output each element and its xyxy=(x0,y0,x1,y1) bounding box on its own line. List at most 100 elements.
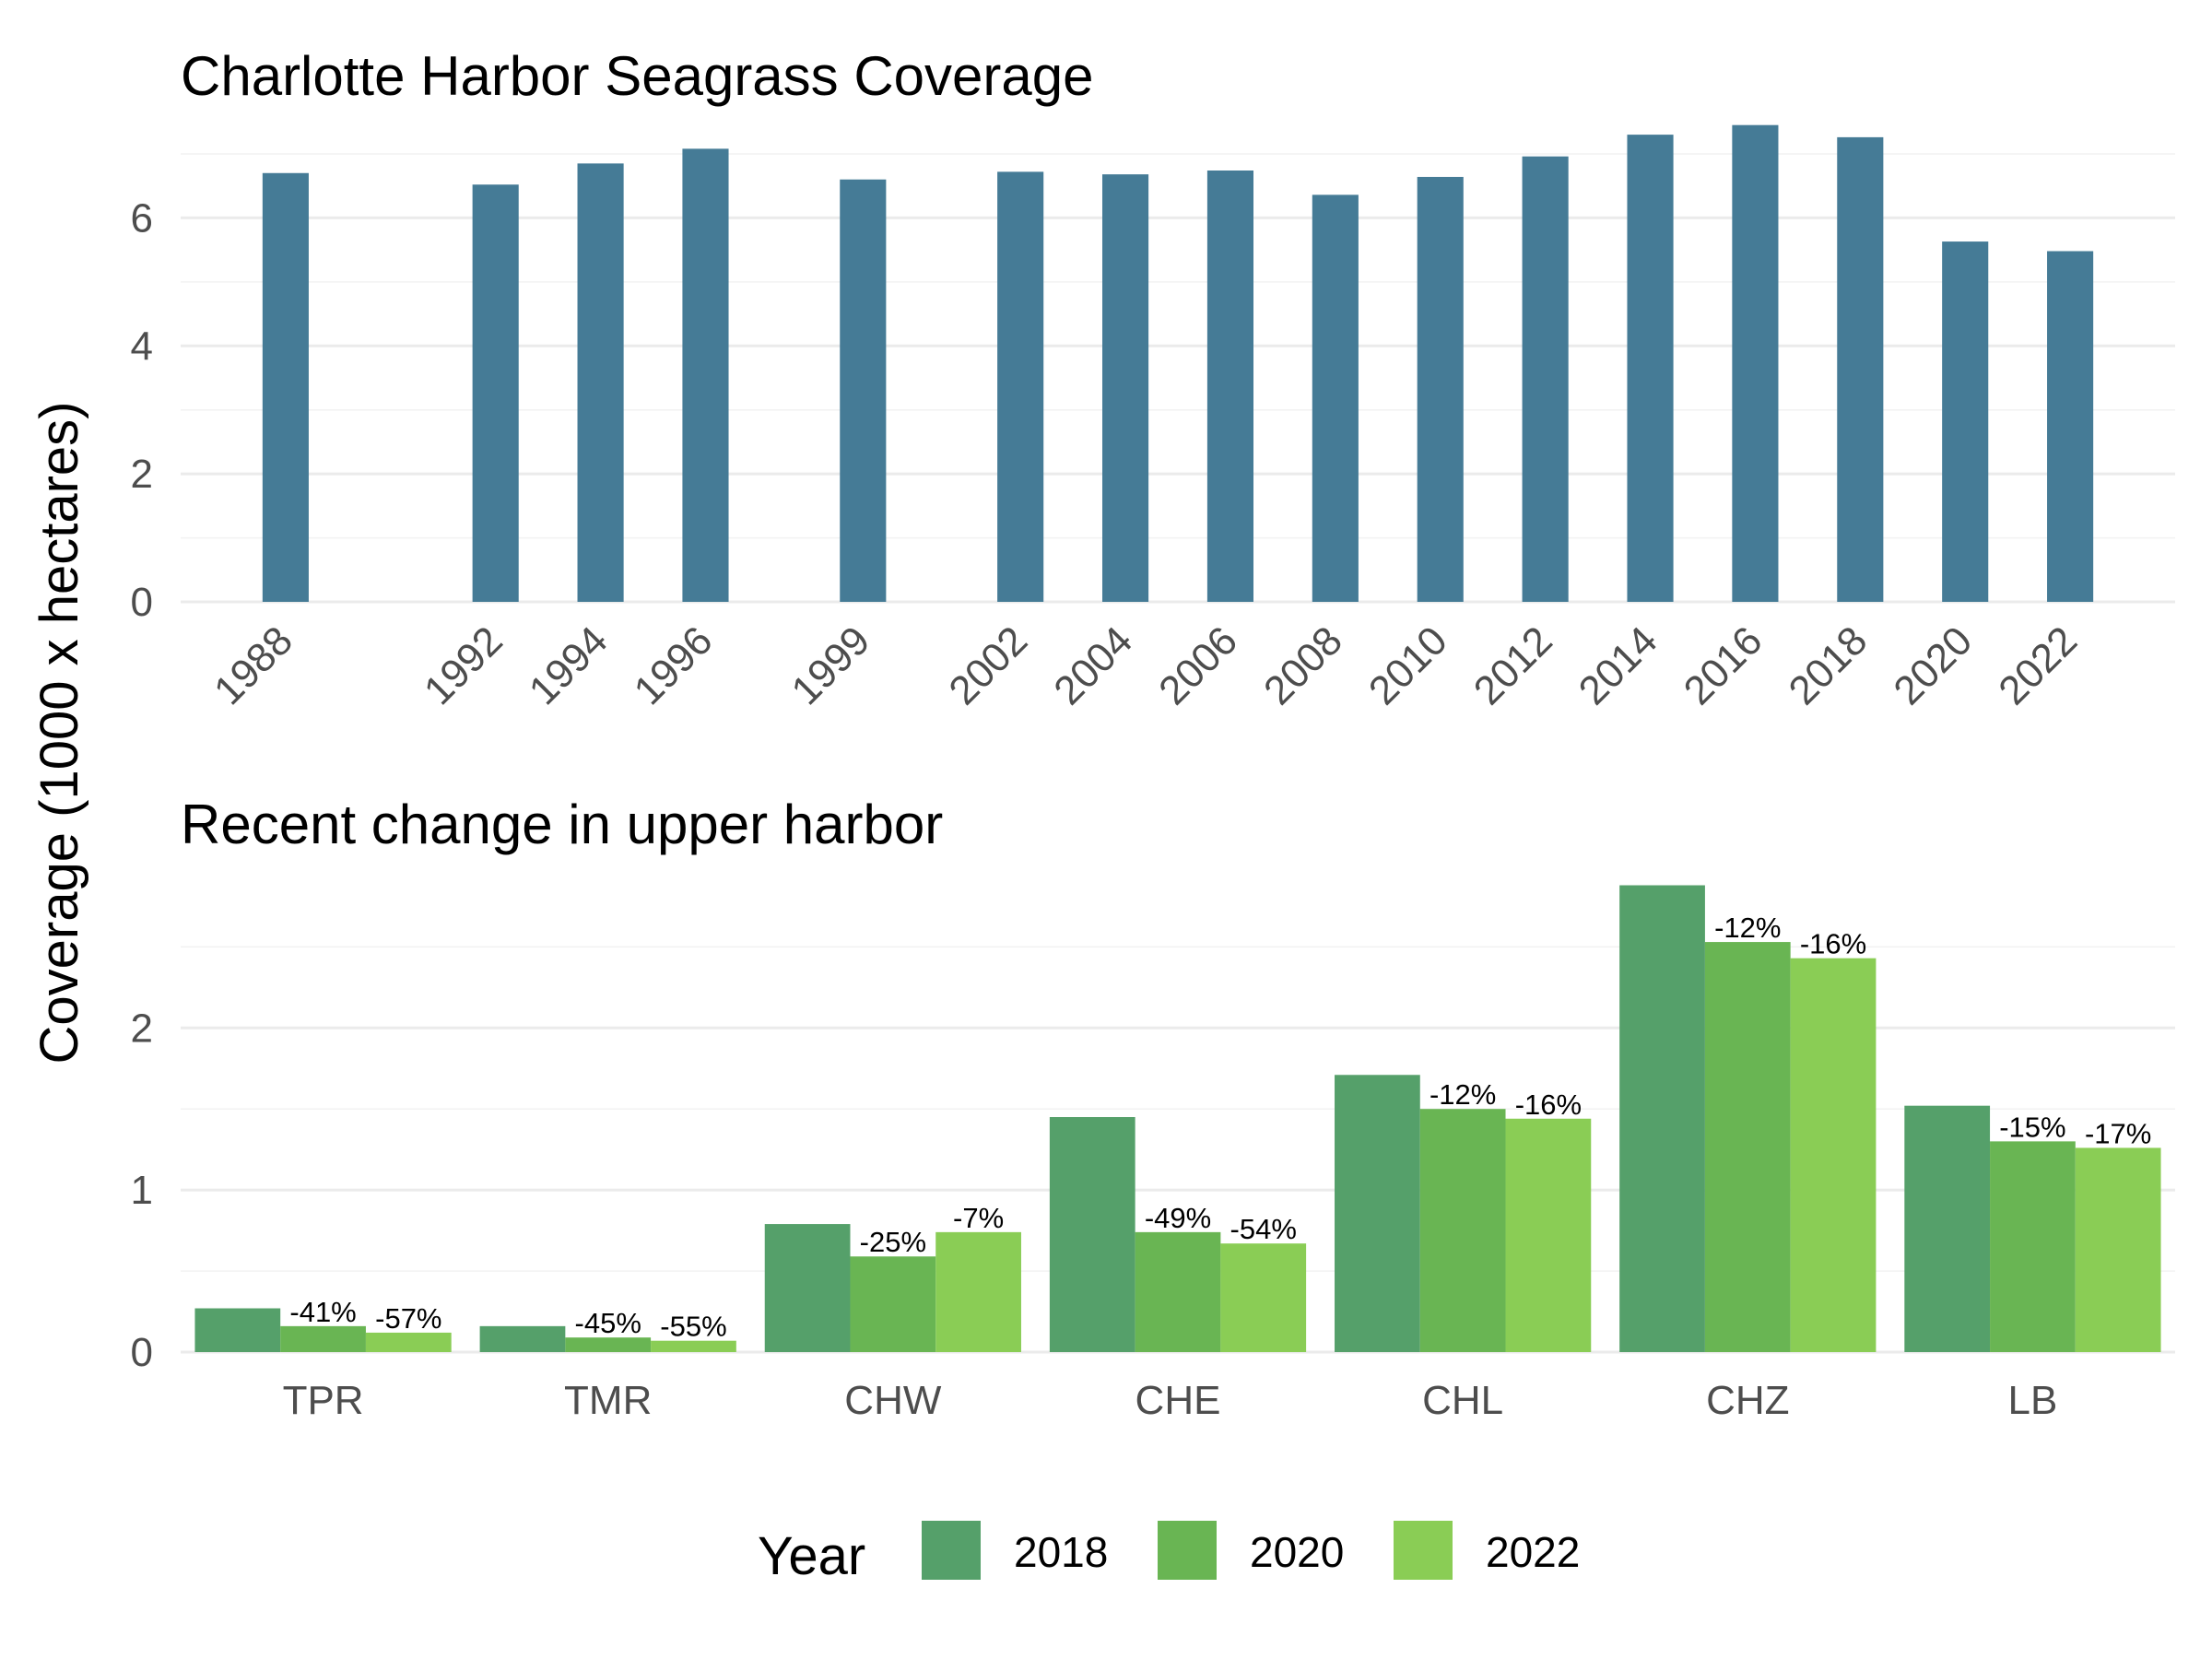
bottom-bar-TMR-2020 xyxy=(565,1337,652,1352)
bottom-bar-CHL-2022 xyxy=(1505,1118,1592,1352)
bottom-label-LB-2022: -17% xyxy=(2085,1117,2151,1149)
top-x-tick-2004: 2004 xyxy=(1045,618,1141,713)
top-x-tick-1999: 1999 xyxy=(783,618,879,713)
bottom-chart-x-ticks: TPR TMR CHW CHE CHL CHZ LB xyxy=(283,1378,2058,1423)
bottom-bar-CHW-2022 xyxy=(935,1231,1021,1352)
legend-label-2022: 2022 xyxy=(1486,1528,1580,1576)
bottom-bar-CHE-2022 xyxy=(1220,1243,1307,1352)
legend-items: 2018 2020 2022 xyxy=(922,1521,1580,1580)
bottom-label-LB-2020: -15% xyxy=(1999,1111,2065,1143)
legend-label-2020: 2020 xyxy=(1250,1528,1344,1576)
top-bar-2012 xyxy=(1522,156,1569,602)
top-x-tick-2016: 2016 xyxy=(1676,618,1771,713)
legend: Year 2018 2020 2022 xyxy=(758,1521,1580,1586)
bottom-bar-LB-2020 xyxy=(1990,1141,2076,1352)
top-bar-2020 xyxy=(1942,241,1989,602)
bottom-chart-y-ticks: 0 1 2 xyxy=(131,1006,153,1375)
bottom-x-tick-TPR: TPR xyxy=(283,1378,364,1423)
bottom-x-tick-LB: LB xyxy=(2008,1378,2058,1423)
top-y-tick-1: 2 xyxy=(131,452,153,497)
bottom-bar-CHW-2020 xyxy=(850,1256,936,1352)
bottom-label-CHL-2022: -16% xyxy=(1515,1088,1582,1121)
bottom-label-TMR-2020: -45% xyxy=(575,1307,641,1339)
top-bar-2018 xyxy=(1837,136,1884,602)
bottom-label-CHZ-2022: -16% xyxy=(1800,928,1866,960)
bottom-chart-title: Recent change in upper harbor xyxy=(181,794,943,855)
bottom-bar-CHZ-2018 xyxy=(1619,885,1705,1352)
top-x-tick-2010: 2010 xyxy=(1360,618,1456,713)
top-x-tick-1994: 1994 xyxy=(521,618,617,713)
legend-title: Year xyxy=(758,1526,865,1586)
bottom-bar-TPR-2020 xyxy=(280,1325,366,1352)
bottom-y-tick-2: 2 xyxy=(131,1006,153,1051)
bottom-y-tick-1: 1 xyxy=(131,1168,153,1213)
legend-swatch-2022 xyxy=(1394,1521,1453,1580)
top-bar-1996 xyxy=(682,148,729,602)
bottom-y-tick-0: 0 xyxy=(131,1330,153,1375)
bottom-label-CHZ-2020: -12% xyxy=(1714,912,1781,944)
top-chart-x-ticks: 1988 1992 1994 1996 1999 2002 2004 2006 2008 2010… xyxy=(206,618,2086,713)
top-x-tick-2018: 2018 xyxy=(1781,618,1877,713)
top-chart-y-ticks: 0 2 4 6 xyxy=(131,195,153,625)
top-bar-2008 xyxy=(1312,194,1359,602)
top-x-tick-2012: 2012 xyxy=(1465,618,1561,713)
top-bar-1992 xyxy=(472,184,519,602)
top-x-tick-2008: 2008 xyxy=(1255,618,1351,713)
top-bar-2004 xyxy=(1101,174,1149,602)
bottom-chart-panel: -41% -57% -45% -55%-25%-7% -49% -54%-12% -16%-… xyxy=(131,794,2175,1423)
top-chart-bars xyxy=(262,124,2094,602)
bottom-bar-CHZ-2020 xyxy=(1704,942,1791,1352)
bottom-bar-CHW-2018 xyxy=(764,1224,851,1352)
top-x-tick-1992: 1992 xyxy=(416,618,512,713)
bottom-x-tick-CHZ: CHZ xyxy=(1706,1378,1789,1423)
bottom-bar-CHE-2018 xyxy=(1049,1117,1135,1352)
top-bar-2010 xyxy=(1417,176,1464,602)
top-x-tick-1996: 1996 xyxy=(626,618,722,713)
bottom-bar-LB-2018 xyxy=(1904,1105,1991,1352)
top-x-tick-2022: 2022 xyxy=(1990,618,2086,713)
top-bar-2016 xyxy=(1732,124,1779,602)
bottom-x-tick-CHW: CHW xyxy=(844,1378,942,1423)
bottom-label-TPR-2022: -57% xyxy=(375,1302,441,1335)
top-bar-2022 xyxy=(2047,251,2094,602)
top-x-tick-2020: 2020 xyxy=(1885,618,1981,713)
top-chart-panel: 0 2 4 6 1988 1992 1994 1996 1999 2002 2004 2006 200… xyxy=(131,45,2175,713)
bottom-bar-TPR-2018 xyxy=(194,1308,281,1352)
top-y-tick-0: 0 xyxy=(131,580,153,625)
top-bar-1994 xyxy=(577,163,624,602)
bottom-bar-CHL-2020 xyxy=(1419,1109,1506,1352)
top-bar-1988 xyxy=(262,172,309,602)
top-bar-1999 xyxy=(840,179,887,602)
bottom-label-TPR-2020: -41% xyxy=(289,1296,356,1328)
legend-swatch-2018 xyxy=(922,1521,981,1580)
bottom-bar-CHZ-2022 xyxy=(1790,958,1877,1352)
top-y-tick-2: 4 xyxy=(131,324,153,369)
bottom-chart-bars xyxy=(194,885,2161,1352)
bottom-label-CHE-2020: -49% xyxy=(1145,1202,1211,1234)
bottom-label-CHE-2022: -54% xyxy=(1230,1213,1297,1245)
bottom-bar-LB-2022 xyxy=(2075,1147,2161,1352)
top-bar-2014 xyxy=(1627,135,1674,602)
bottom-bar-CHE-2020 xyxy=(1135,1231,1221,1352)
top-x-tick-2002: 2002 xyxy=(940,618,1036,713)
bottom-x-tick-TMR: TMR xyxy=(564,1378,652,1423)
top-chart-title: Charlotte Harbor Seagrass Coverage xyxy=(181,45,1094,107)
y-axis-label: Coverage (1000 x hectares) xyxy=(29,402,89,1065)
top-x-tick-2014: 2014 xyxy=(1571,618,1666,713)
bottom-x-tick-CHL: CHL xyxy=(1422,1378,1503,1423)
bottom-label-CHW-2020: -25% xyxy=(860,1226,926,1258)
top-bar-2002 xyxy=(997,171,1044,602)
legend-label-2018: 2018 xyxy=(1014,1528,1108,1576)
bottom-x-tick-CHE: CHE xyxy=(1135,1378,1221,1423)
bottom-chart-data-labels: -41% -57% -45% -55%-25%-7% -49% -54%-12% -16%-… xyxy=(289,912,2151,1343)
bottom-label-CHL-2020: -12% xyxy=(1430,1078,1496,1111)
bottom-label-TMR-2022: -55% xyxy=(660,1311,726,1343)
top-bar-2006 xyxy=(1206,170,1254,602)
top-y-tick-3: 6 xyxy=(131,195,153,241)
bottom-bar-TPR-2022 xyxy=(365,1332,452,1352)
top-x-tick-2006: 2006 xyxy=(1150,618,1246,713)
legend-swatch-2020 xyxy=(1158,1521,1217,1580)
bottom-bar-CHL-2018 xyxy=(1335,1075,1420,1352)
bottom-bar-TMR-2018 xyxy=(479,1325,566,1352)
